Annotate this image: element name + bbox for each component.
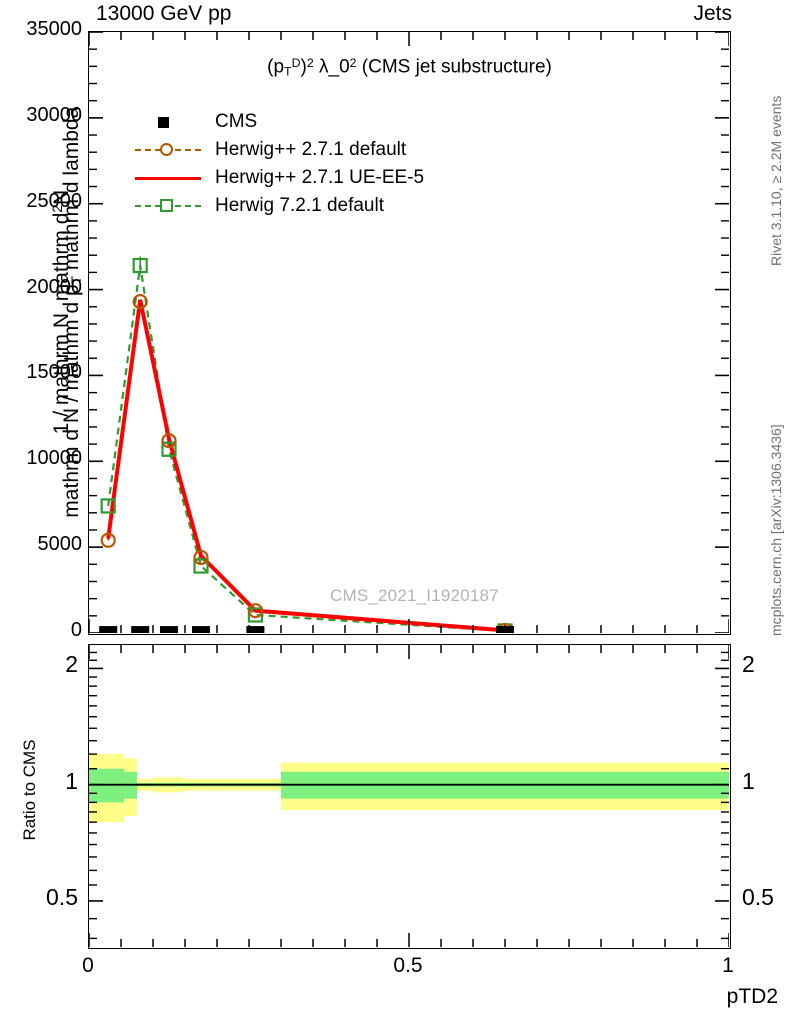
x-tick-label: 1 — [722, 954, 734, 977]
main-plot-svg — [89, 32, 729, 633]
legend-key-filled-square-icon — [135, 112, 201, 132]
legend-key-dashed-circle-icon — [135, 140, 201, 160]
x-axis-title: pTD2 — [726, 985, 778, 1008]
legend-label-herwigpp-ueee5: Herwig++ 2.7.1 UE-EE-5 — [215, 167, 425, 188]
y-tick-label: 0 — [70, 619, 82, 641]
legend-item-cms[interactable]: CMS — [135, 108, 424, 136]
y-tick-label: 10000 — [26, 447, 82, 470]
y-tick-label: 35000 — [26, 18, 82, 40]
ratio-y-tick-label-right: 1 — [742, 767, 755, 794]
mcplots-caption: mcplots.cern.ch [arXiv:1306.3436] — [768, 424, 784, 636]
ratio-y-tick-label-right: 2 — [742, 651, 755, 678]
x-tick-label: 0.5 — [393, 954, 423, 977]
y-tick-label: 15000 — [26, 361, 82, 384]
y-tick-label: 5000 — [37, 533, 83, 556]
y-tick-label: 25000 — [26, 189, 82, 212]
header-beam-label: 13000 GeV pp — [96, 2, 232, 25]
legend-label-cms: CMS — [215, 111, 258, 132]
rivet-version-caption: Rivet 3.1.10, ≥ 2.2M events — [768, 95, 784, 266]
legend-item-herwig721[interactable]: Herwig 7.2.1 default — [135, 192, 424, 220]
legend-key-dashed-square-icon — [135, 196, 201, 216]
title-sub-T: T — [284, 64, 292, 79]
y-axis-title-overlay-a: 1 / mathrm N mathrm d2N — [49, 189, 74, 435]
ratio-plot-area — [89, 645, 730, 948]
y-tick-label: 20000 — [26, 275, 82, 298]
header-category-label: Jets — [693, 2, 732, 25]
legend-item-herwigpp-ueee5[interactable]: Herwig++ 2.7.1 UE-EE-5 — [135, 164, 424, 192]
analysis-watermark: CMS_2021_I1920187 — [330, 586, 499, 605]
legend-label-herwig721: Herwig 7.2.1 default — [215, 195, 384, 216]
ratio-y-tick-label: 0.5 — [46, 883, 78, 910]
legend-key-solid-line-icon — [135, 168, 201, 188]
legend-item-herwigpp-default[interactable]: Herwig++ 2.7.1 default — [135, 136, 424, 164]
plot-title: (pTD)2 λ_02 (CMS jet substructure) — [267, 56, 552, 79]
ratio-plot-panel — [88, 644, 731, 949]
main-plot-area — [89, 32, 730, 634]
main-plot-panel — [88, 31, 731, 635]
ratio-y-tick-label: 1 — [65, 767, 78, 794]
title-sup-2b: 2 — [349, 56, 357, 70]
title-sup-D: D — [291, 56, 301, 70]
ratio-plot-svg — [89, 645, 729, 947]
ratio-y-tick-label-right: 0.5 — [742, 883, 774, 910]
legend-label-herwigpp-default: Herwig++ 2.7.1 default — [215, 139, 407, 160]
y-tick-label: 30000 — [26, 103, 82, 126]
title-sup-2a: 2 — [306, 56, 314, 70]
x-tick-label: 0 — [82, 954, 94, 977]
ratio-y-tick-label: 2 — [65, 651, 78, 678]
legend: CMS Herwig++ 2.7.1 default Herwig++ 2.7.… — [135, 108, 424, 220]
